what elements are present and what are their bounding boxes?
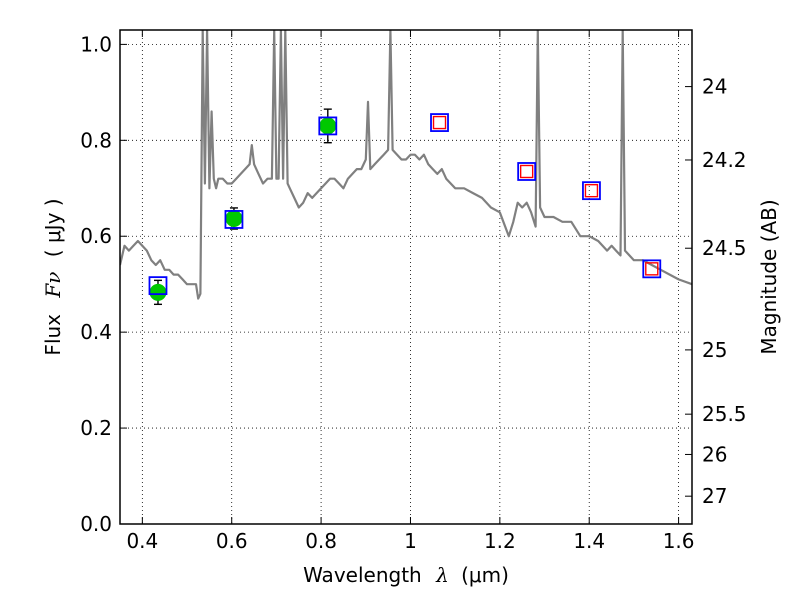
y-tick-label: 1.0 — [80, 32, 112, 56]
x-tick-label: 0.8 — [305, 529, 337, 553]
y2-tick-label: 24.2 — [702, 148, 747, 172]
model-photometry-marker — [430, 113, 449, 132]
y2-tick-label: 25 — [702, 338, 727, 362]
model-photometry-marker — [517, 162, 537, 181]
x-tick-label: 0.4 — [126, 529, 158, 553]
model-photometry-marker — [224, 210, 244, 229]
x-axis-unit: (μm) — [461, 563, 509, 587]
y-tick-label: 0.0 — [80, 512, 112, 536]
y-tick-label: 0.8 — [80, 128, 112, 152]
predicted-marker — [432, 115, 447, 130]
y2-tick-label: 25.5 — [702, 402, 747, 426]
y-axis-unit: ( μJy ) — [41, 198, 65, 257]
plot-background — [120, 30, 692, 524]
y-tick-label: 0.6 — [80, 224, 112, 248]
y-axis-label-text: Flux — [41, 314, 65, 356]
model-photometry-marker — [148, 276, 168, 296]
predicted-marker — [519, 164, 534, 179]
plot-area — [120, 30, 692, 306]
y2-tick-label: 24 — [702, 75, 727, 99]
y-tick-label: 0.2 — [80, 416, 112, 440]
plot-frame — [119, 29, 693, 525]
model-photometry-marker — [582, 181, 601, 201]
observed-point — [319, 117, 337, 135]
y-axis-label: Flux Fν ( μJy ) — [41, 198, 65, 355]
model-photometry-marker — [318, 116, 338, 136]
x-tick-label: 0.6 — [216, 529, 248, 553]
predicted-marker — [645, 262, 659, 276]
y2-tick-label: 24.5 — [702, 236, 747, 260]
x-axis-symbol: λ — [435, 563, 449, 587]
axis-ticks — [120, 30, 692, 525]
y2-tick-label: 27 — [702, 484, 727, 508]
x-tick-label: 1.6 — [663, 529, 695, 553]
observed-point — [149, 283, 167, 301]
predicted-marker — [584, 183, 599, 198]
x-tick-label: 1.4 — [573, 529, 605, 553]
y-tick-label: 0.4 — [80, 320, 112, 344]
x-axis-label-text: Wavelength — [303, 563, 422, 587]
y-axis-symbol: Fν — [41, 272, 65, 299]
y2-axis-label: Magnitude (AB) — [757, 199, 781, 354]
sed-model-line — [120, 30, 692, 300]
x-tick-label: 1 — [404, 529, 417, 553]
y2-tick-label: 26 — [702, 442, 727, 466]
x-axis-label: Wavelength λ (μm) — [303, 563, 509, 587]
x-tick-label: 1.2 — [484, 529, 516, 553]
model-photometry-marker — [642, 259, 662, 279]
observed-point — [225, 209, 243, 227]
